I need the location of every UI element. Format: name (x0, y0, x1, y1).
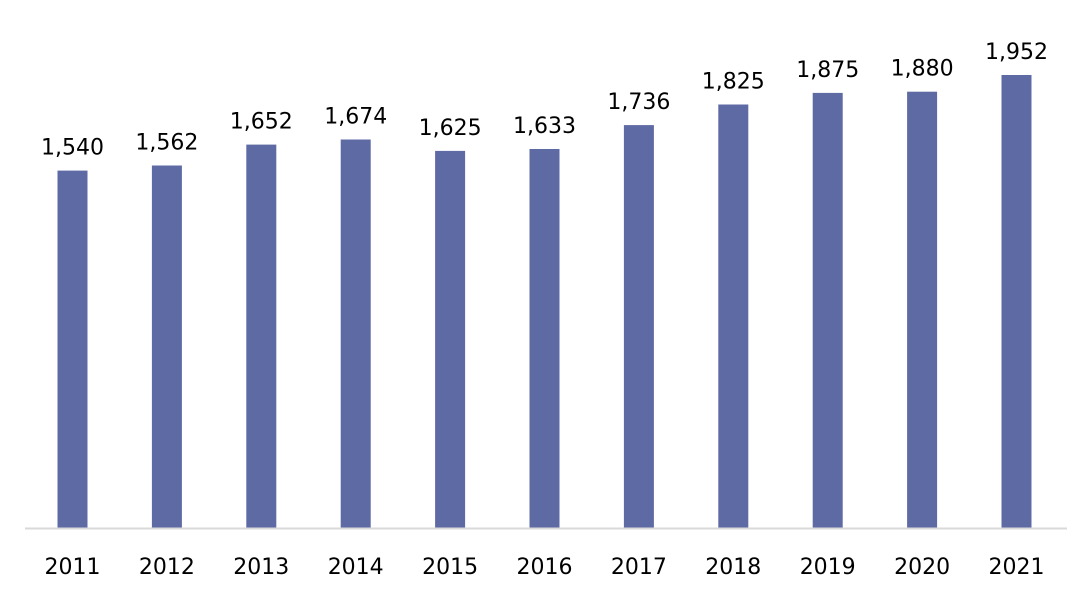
data-label-2015: 1,625 (419, 116, 482, 141)
bar-2011 (57, 170, 88, 528)
bar-2020 (907, 91, 938, 528)
data-label-2014: 1,674 (324, 105, 387, 130)
x-tick-label-2015: 2015 (422, 555, 478, 580)
bar-2017 (623, 125, 654, 528)
bar-2019 (812, 92, 843, 529)
data-label-2017: 1,736 (607, 90, 670, 115)
x-tick-label-2011: 2011 (45, 555, 101, 580)
x-tick-label-2019: 2019 (800, 555, 856, 580)
x-tick-label-2012: 2012 (139, 555, 195, 580)
bar-2018 (718, 104, 749, 528)
data-label-2016: 1,633 (513, 114, 576, 139)
data-label-2020: 1,880 (891, 57, 954, 82)
bar-2014 (340, 139, 371, 528)
bar-2021 (1001, 75, 1032, 528)
x-tick-label-2021: 2021 (989, 555, 1045, 580)
data-label-2013: 1,652 (230, 110, 293, 135)
x-tick-label-2016: 2016 (517, 555, 573, 580)
x-tick-label-2018: 2018 (705, 555, 761, 580)
data-label-2018: 1,825 (702, 70, 765, 95)
bar-2013 (246, 144, 277, 528)
data-label-2012: 1,562 (135, 131, 198, 156)
x-tick-label-2013: 2013 (233, 555, 289, 580)
data-label-2011: 1,540 (41, 136, 104, 161)
data-label-2019: 1,875 (796, 58, 859, 83)
bar-2015 (435, 150, 466, 528)
x-tick-label-2017: 2017 (611, 555, 667, 580)
bars-layer (57, 75, 1032, 529)
x-tick-label-2014: 2014 (328, 555, 384, 580)
value-labels-layer: 1,540 1,562 1,652 1,674 1,625 1,633 1,736 1,825… (41, 40, 1048, 161)
bar-2016 (529, 149, 560, 528)
bar-2012 (151, 165, 182, 528)
x-tick-label-2020: 2020 (894, 555, 950, 580)
x-tick-labels-layer: 2011 2012 2013 2014 2015 2016 2017 2018 2019 2020… (45, 555, 1045, 580)
data-label-2021: 1,952 (985, 40, 1048, 65)
